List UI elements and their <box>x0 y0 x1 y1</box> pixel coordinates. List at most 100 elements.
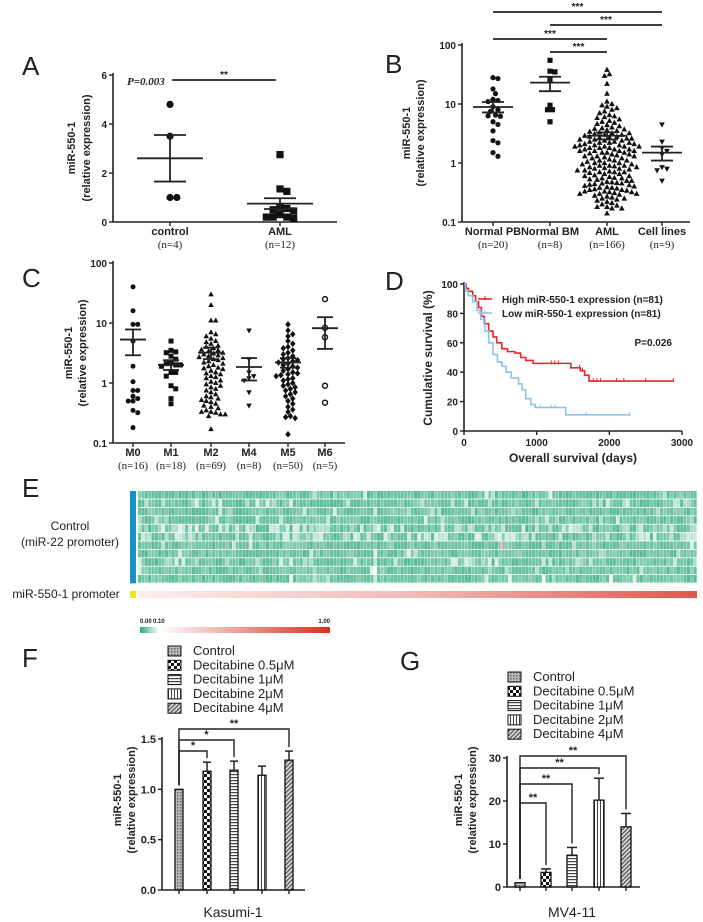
heatmap-cell <box>602 524 606 533</box>
heatmap-cell <box>488 499 492 507</box>
heatmap-cell <box>410 524 414 533</box>
heatmap-cell <box>141 541 145 549</box>
heatmap-cell <box>366 558 371 566</box>
heatmap-cell <box>249 566 253 575</box>
heatmap-cell <box>373 566 377 575</box>
heatmap-cell <box>686 558 690 566</box>
heatmap-cell <box>148 499 152 507</box>
heatmap-cell <box>474 507 478 516</box>
heatmap-cell <box>474 575 478 583</box>
heatmap-cell <box>181 524 185 533</box>
heatmap-cell <box>670 524 674 533</box>
data-point <box>168 383 174 389</box>
heatmap-cell <box>454 549 458 558</box>
heatmap-cell <box>218 575 222 583</box>
heatmap-cell <box>316 566 320 575</box>
heatmap-cell <box>191 566 195 575</box>
heatmap-cell <box>643 575 647 583</box>
heatmap-cell <box>191 533 195 541</box>
heatmap-cell <box>579 558 583 566</box>
data-point <box>614 196 620 202</box>
heatmap-cell <box>323 558 327 566</box>
heatmap-cell <box>609 575 613 583</box>
heatmap-cell <box>161 549 165 558</box>
heatmap-cell <box>316 549 320 558</box>
heatmap-cell <box>643 566 647 575</box>
heatmap-cell <box>693 541 697 549</box>
heatmap-cell <box>471 499 475 507</box>
heatmap-cell <box>148 541 152 549</box>
heatmap-cell <box>212 516 216 524</box>
heatmap-cell <box>528 575 532 583</box>
heatmap-cell <box>410 533 414 541</box>
heatmap-cell <box>360 499 364 507</box>
heatmap-cell <box>420 516 424 524</box>
heatmap-cell <box>501 549 505 558</box>
heatmap-cell <box>521 524 525 533</box>
heatmap-cell <box>397 491 401 499</box>
x-axis-label: MV4-11 <box>548 904 596 920</box>
heatmap-cell <box>451 491 455 499</box>
data-point <box>213 331 219 337</box>
heatmap-cell <box>461 558 465 566</box>
heatmap-cell <box>424 491 428 499</box>
data-point <box>201 402 207 408</box>
heatmap-cell <box>542 516 546 524</box>
heatmap-cell <box>531 558 536 566</box>
heatmap-cell <box>154 516 158 524</box>
heatmap-cell <box>269 507 273 516</box>
heatmap-cell <box>397 533 401 541</box>
heatmap-cell <box>201 516 206 524</box>
heatmap-cell <box>461 549 465 558</box>
y-tick-label: 80 <box>447 309 459 320</box>
heatmap-cell <box>377 491 381 499</box>
heatmap-cell <box>276 533 280 541</box>
significance-bracket <box>519 802 547 879</box>
heatmap-cell <box>333 507 337 516</box>
heatmap-cell <box>151 516 155 524</box>
heatmap-cell <box>538 549 542 558</box>
heatmap-cell <box>606 491 610 499</box>
heatmap-cell <box>397 541 401 549</box>
heatmap-cell <box>292 516 296 524</box>
heatmap-cell <box>602 558 606 566</box>
heatmap-cell <box>444 507 448 516</box>
heatmap-cell <box>680 491 684 499</box>
heatmap-cell <box>363 541 367 549</box>
heatmap-cell <box>313 575 317 583</box>
data-point <box>282 413 289 421</box>
heatmap-cell <box>245 491 249 499</box>
heatmap-cell <box>309 549 313 558</box>
heatmap-cell <box>528 491 532 499</box>
heatmap-cell <box>663 566 667 575</box>
data-point <box>213 380 219 385</box>
x-tick-label: 1000 <box>526 438 549 449</box>
heatmap-cell <box>555 516 559 524</box>
heatmap-cell <box>659 541 664 549</box>
heatmap-cell <box>255 575 259 583</box>
heatmap-cell <box>515 491 519 499</box>
heatmap-cell <box>154 533 158 541</box>
heatmap-cell <box>444 499 448 507</box>
heatmap-cell <box>356 516 360 524</box>
heatmap-cell <box>451 575 455 583</box>
heatmap-cell <box>161 566 165 575</box>
heatmap-cell <box>201 499 206 507</box>
heatmap-cell <box>471 516 475 524</box>
heatmap-cell <box>525 558 529 566</box>
y-axis-label: (relative expression) <box>81 94 93 201</box>
data-point <box>495 107 501 113</box>
heatmap-cell <box>380 516 384 524</box>
heatmap-cell <box>171 491 175 499</box>
heatmap-cell <box>259 558 263 566</box>
heatmap-cell <box>148 558 152 566</box>
heatmap-cell <box>595 499 600 507</box>
heatmap-cell <box>171 558 175 566</box>
heatmap-cell <box>558 516 563 524</box>
heatmap-cell <box>178 491 182 499</box>
bar <box>257 774 267 891</box>
y-tick-label: 0 <box>101 218 107 229</box>
heatmap-cell <box>289 499 293 507</box>
heatmap-cell <box>464 516 468 524</box>
heatmap-cell <box>602 499 606 507</box>
